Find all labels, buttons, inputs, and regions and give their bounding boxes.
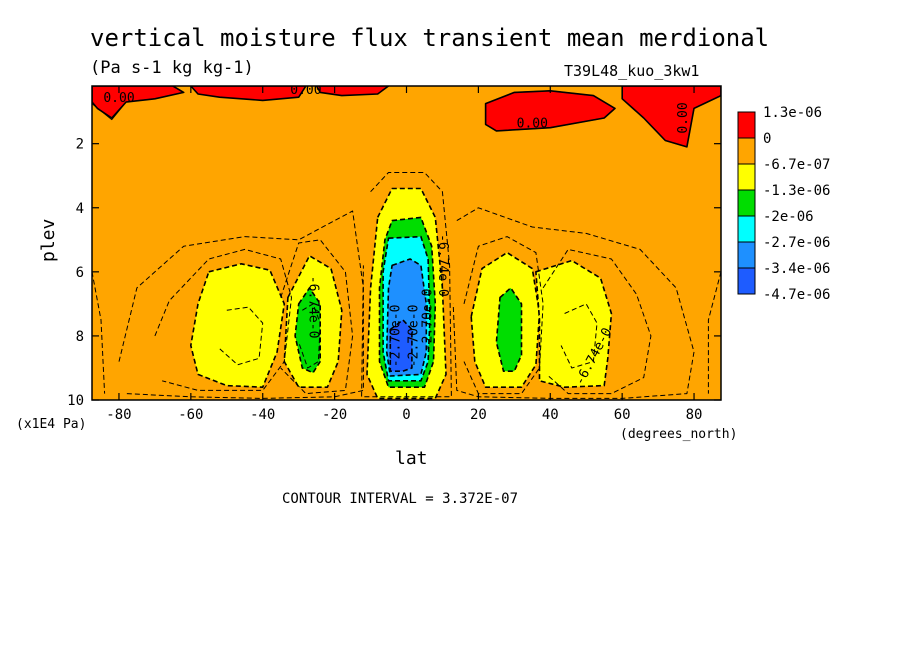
x-units-label: (degrees_north) [620,427,737,442]
x-axis-title: lat [395,448,428,469]
legend-label: -4.7e-06 [763,287,830,303]
y-tick-label: 8 [76,329,84,345]
legend-label: 0 [763,131,771,147]
contour-line-8 [298,303,321,369]
region-yellow-east [535,259,613,389]
contour-line-0 [118,210,364,399]
legend-label: -3.4e-06 [763,261,830,277]
colorbar-legend: 1.3e-06 0 -6.7e-07 -1.3e-06 -2e-06 -2.7e-06 -3… [737,105,830,303]
x-tick-label: 80 [686,407,703,423]
chart-title: vertical moisture flux transient mean me… [90,24,769,52]
contour-interval-footer: CONTOUR INTERVAL = 3.372E-07 [282,491,518,507]
contour-line-13 [485,90,616,132]
legend-swatch [737,189,756,217]
run-label: T39L48_kuo_3kw1 [564,62,699,80]
x-tick-label: -60 [178,407,203,423]
region-upper-red-center2 [315,86,390,97]
legend-swatch [737,163,756,191]
contour-label-1: 0.00 [290,83,321,98]
contour-line-12 [92,86,185,121]
legend-label: -1.3e-06 [763,183,830,199]
x-tick-label: 40 [542,407,559,423]
y-tick-label: 2 [76,137,84,153]
y-units-label: (x1E4 Pa) [16,417,86,432]
legend-swatch [737,137,756,165]
region-green-west [294,287,322,374]
contour-label-8: -2.70e-0 [406,305,421,368]
filled-regions [92,86,721,400]
legend-label: -2e-06 [763,209,814,225]
x-tick-label: -20 [322,407,347,423]
x-tick-label: -80 [106,407,131,423]
region-yellow-west [190,262,286,389]
contour-line-1 [361,172,452,398]
contour-label-3: 0.00 [676,102,691,133]
x-axis: -80 -60 -40 -20 0 20 40 60 80 [106,86,702,423]
region-deepblue-center [389,319,413,373]
contour-label-7: -2.70e-0 [421,289,436,352]
contour-line-11 [707,271,721,394]
contour-label-2: 0.00 [517,117,548,132]
legend-label: -2.7e-06 [763,235,830,251]
x-tick-label: 0 [402,407,410,423]
y-axis-title: plev [38,219,59,262]
legend-label: -6.7e-07 [763,157,830,173]
legend-swatch [737,241,756,269]
y-tick-label: 6 [76,265,84,281]
legend-label: 1.3e-06 [763,105,822,121]
x-tick-label: -40 [250,407,275,423]
contour-label-0: 0.00 [103,91,134,106]
y-axis: 2 4 6 8 10 [67,137,721,409]
contour-line-10 [92,271,106,394]
contour-line-4 [280,239,354,395]
chart-units: (Pa s-1 kg kg-1) [90,58,254,78]
contour-line-14 [621,86,721,148]
x-tick-label: 60 [614,407,631,423]
contour-line-9 [560,303,598,369]
contour-label-6: -6.74e-0 [435,234,450,297]
contour-line-5 [463,236,544,395]
plot-area: 0.000.000.00 0.00-6.74e-0-6.74e-0-6.74e-0… [91,83,722,401]
contour-line-3 [154,248,292,391]
y-tick-label: 4 [76,201,84,217]
contour-label-4: -6.74e-0 [306,276,321,339]
contour-line-6 [542,248,652,395]
legend-swatch [737,267,756,295]
x-tick-label: 20 [470,407,487,423]
region-green-east [495,287,523,373]
legend-swatch [737,215,756,243]
y-tick-label: 10 [67,393,84,409]
legend-swatch [737,111,756,139]
region-upper-red-center [190,86,307,102]
contour-label-9: -2.70e-0 [388,305,403,368]
contour-line-7 [219,306,264,366]
